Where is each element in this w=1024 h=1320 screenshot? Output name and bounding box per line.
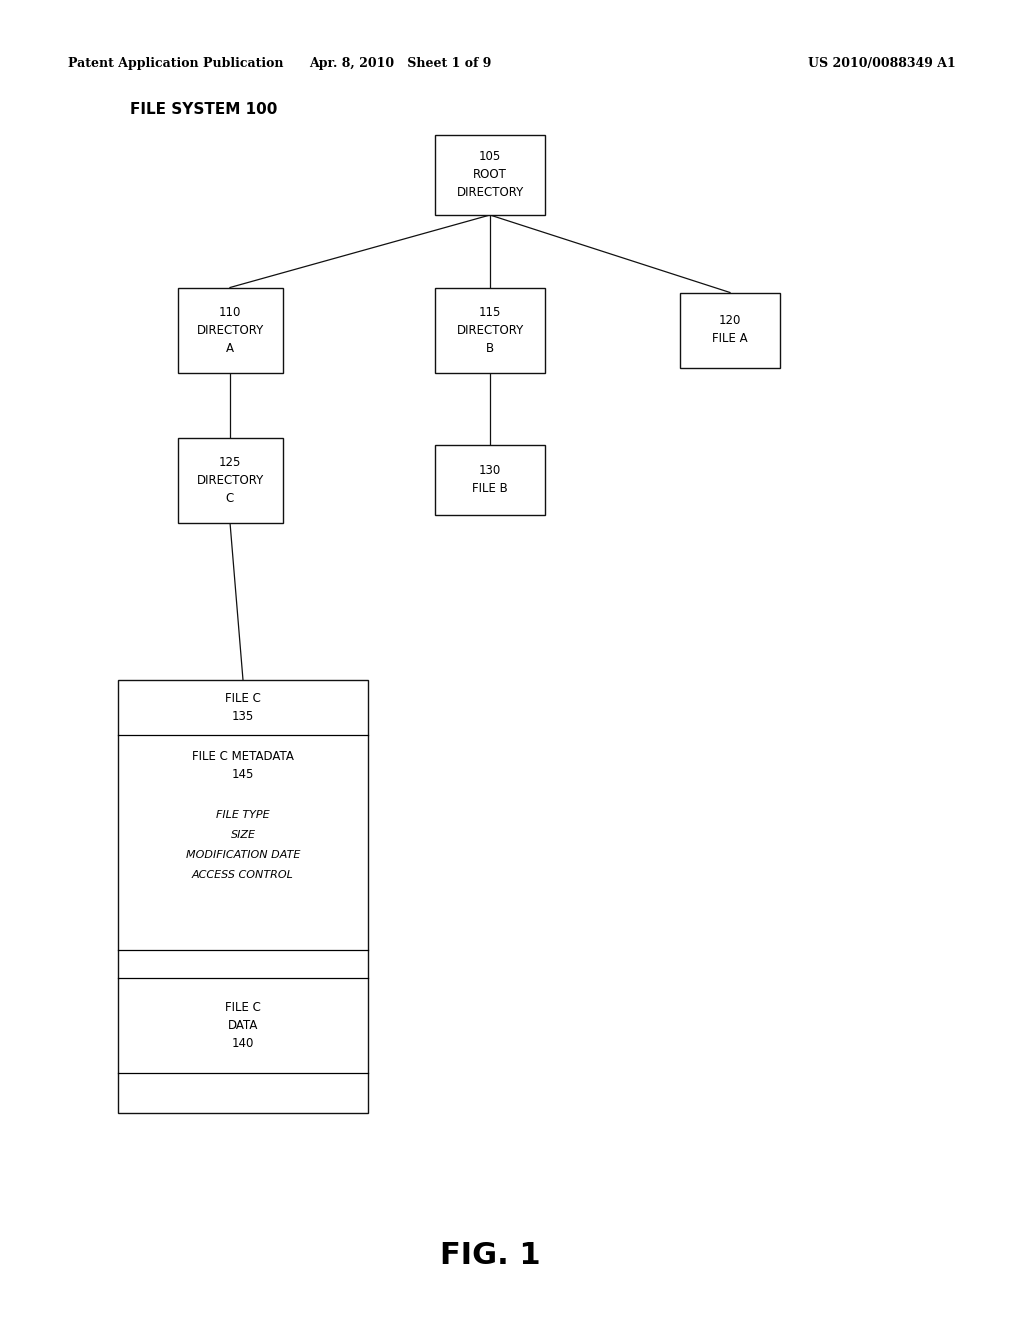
Text: MODIFICATION DATE: MODIFICATION DATE [185, 850, 300, 861]
Text: FILE C
135: FILE C 135 [225, 692, 261, 723]
Text: Apr. 8, 2010   Sheet 1 of 9: Apr. 8, 2010 Sheet 1 of 9 [309, 57, 492, 70]
Bar [177, 288, 283, 372]
Bar [118, 680, 368, 1113]
Text: SIZE: SIZE [230, 830, 256, 840]
Text: ACCESS CONTROL: ACCESS CONTROL [193, 870, 294, 880]
Text: 105
ROOT
DIRECTORY: 105 ROOT DIRECTORY [457, 150, 523, 199]
Bar [680, 293, 780, 367]
Text: FILE SYSTEM 100: FILE SYSTEM 100 [130, 103, 278, 117]
Text: FILE TYPE: FILE TYPE [216, 810, 269, 820]
Text: 120
FILE A: 120 FILE A [712, 314, 748, 346]
Text: US 2010/0088349 A1: US 2010/0088349 A1 [808, 57, 956, 70]
Text: 130
FILE B: 130 FILE B [472, 465, 508, 495]
Text: 125
DIRECTORY
C: 125 DIRECTORY C [197, 455, 263, 504]
Text: 115
DIRECTORY
B: 115 DIRECTORY B [457, 305, 523, 355]
Text: 110
DIRECTORY
A: 110 DIRECTORY A [197, 305, 263, 355]
Text: Patent Application Publication: Patent Application Publication [68, 57, 284, 70]
Text: FIG. 1: FIG. 1 [439, 1241, 541, 1270]
Bar [435, 445, 545, 515]
Text: FILE C METADATA
145: FILE C METADATA 145 [193, 750, 294, 780]
Bar [177, 437, 283, 523]
Bar [435, 288, 545, 372]
Bar [435, 135, 545, 215]
Text: FILE C
DATA
140: FILE C DATA 140 [225, 1001, 261, 1049]
